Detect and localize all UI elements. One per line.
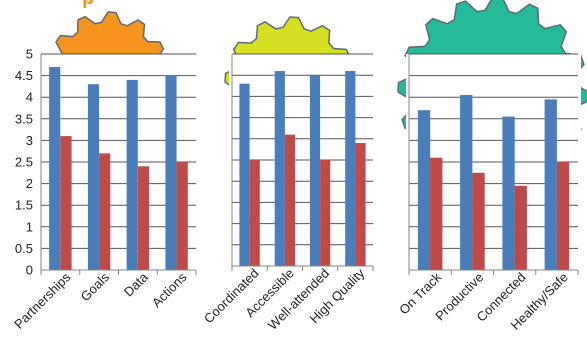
bar-accessible-series-2 bbox=[284, 134, 296, 266]
bar-data-series-2 bbox=[137, 166, 150, 270]
y-tick-label: 5 bbox=[26, 47, 33, 62]
bar-data-series-1 bbox=[126, 79, 138, 271]
bar-coordinated-series-2 bbox=[249, 160, 260, 266]
y-tick-label: 1.5 bbox=[15, 198, 33, 213]
bar-actions-series-2 bbox=[176, 162, 188, 270]
bar-partnerships-series-2 bbox=[60, 136, 72, 270]
y-tick-label: 2.5 bbox=[15, 155, 33, 170]
bar-coordinated-series-1 bbox=[239, 83, 250, 266]
y-tick-label: 2 bbox=[26, 176, 33, 191]
y-tick-label: 4 bbox=[26, 90, 33, 105]
bar-healthy-safe-series-1 bbox=[544, 99, 557, 271]
bar-actions-series-1 bbox=[165, 75, 177, 270]
bar-connected-series-2 bbox=[514, 185, 527, 270]
y-tick-label: 1 bbox=[26, 219, 33, 234]
bar-well-attended-series-1 bbox=[309, 75, 321, 266]
bar-well-attended-series-2 bbox=[320, 160, 331, 266]
y-tick-label: 0 bbox=[26, 263, 33, 278]
header-fragment: p bbox=[82, 0, 94, 9]
bar-high-quality-series-2 bbox=[355, 143, 366, 266]
bar-high-quality-series-1 bbox=[345, 71, 356, 266]
y-tick-label: 3.5 bbox=[15, 111, 33, 126]
y-tick-label: 3 bbox=[26, 133, 33, 148]
bar-on-track-series-2 bbox=[430, 157, 443, 270]
bar-partnerships-series-1 bbox=[49, 67, 61, 270]
bar-accessible-series-1 bbox=[274, 71, 285, 266]
bar-goals-series-2 bbox=[99, 153, 111, 270]
bar-productive-series-2 bbox=[472, 172, 485, 270]
bar-healthy-safe-series-2 bbox=[556, 162, 570, 270]
bar-connected-series-1 bbox=[502, 116, 515, 270]
bar-goals-series-1 bbox=[87, 84, 100, 270]
y-tick-label: 0.5 bbox=[15, 241, 33, 256]
bar-productive-series-1 bbox=[460, 95, 473, 270]
y-tick-label: 4.5 bbox=[15, 68, 33, 83]
bar-on-track-series-1 bbox=[417, 110, 431, 270]
